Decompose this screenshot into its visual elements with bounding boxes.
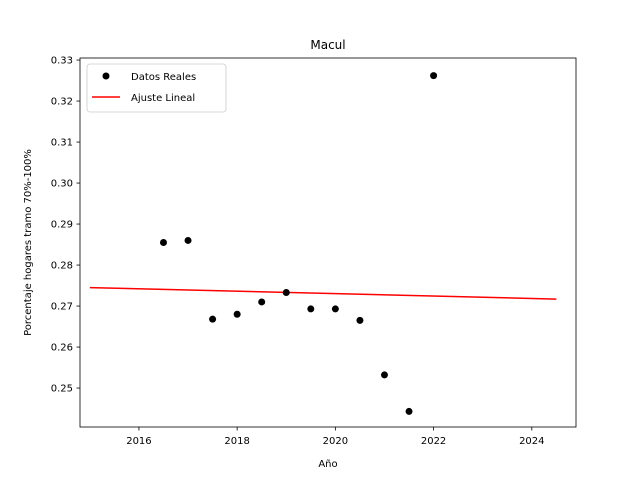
legend: Datos Reales Ajuste Lineal <box>86 63 227 113</box>
chart-title: Macul <box>310 38 345 52</box>
data-point <box>356 316 364 324</box>
x-tick-label: 2022 <box>421 436 446 447</box>
fit-line <box>89 286 557 300</box>
y-tick-label: 0.31 <box>51 138 73 149</box>
y-tick-label: 0.26 <box>51 343 73 354</box>
x-tick-label: 2020 <box>323 436 348 447</box>
y-axis: 0.25 0.26 0.27 0.28 0.29 0.30 0.31 0.32 0.33 <box>51 56 80 395</box>
data-point <box>258 298 266 306</box>
x-tick-label: 2024 <box>519 436 544 447</box>
y-tick-label: 0.28 <box>51 261 73 272</box>
legend-marker-datos-reales <box>102 72 110 80</box>
plot-area <box>79 57 577 428</box>
data-point <box>159 239 167 246</box>
x-axis: 2016 2018 2020 2022 2024 <box>126 427 545 447</box>
data-point <box>331 305 339 313</box>
y-tick-label: 0.29 <box>51 220 73 231</box>
y-axis-label: Porcentaje hogares tramo 70%-100% <box>23 149 34 336</box>
legend-label-ajuste-lineal: Ajuste Lineal <box>131 93 195 104</box>
legend-label-datos-reales: Datos Reales <box>131 72 196 83</box>
x-tick-label: 2018 <box>224 436 249 447</box>
data-point <box>380 371 388 379</box>
legend-box <box>86 63 227 113</box>
data-point <box>307 305 315 313</box>
y-tick-label: 0.32 <box>51 97 73 108</box>
y-tick-label: 0.30 <box>51 179 73 190</box>
data-point <box>184 236 192 244</box>
y-tick-label: 0.33 <box>51 56 73 67</box>
plot-background <box>80 58 576 427</box>
fit-line-layer <box>89 286 557 300</box>
data-point <box>282 289 290 297</box>
y-tick-label: 0.27 <box>51 302 73 313</box>
x-axis-label: Año <box>318 459 337 470</box>
plot-frame <box>79 57 577 428</box>
data-points-layer <box>159 72 438 415</box>
x-tick-label: 2016 <box>126 436 151 447</box>
y-tick-label: 0.25 <box>51 384 73 395</box>
data-point <box>405 407 413 415</box>
data-point <box>209 315 217 323</box>
data-point <box>233 310 241 318</box>
data-point <box>430 72 438 80</box>
